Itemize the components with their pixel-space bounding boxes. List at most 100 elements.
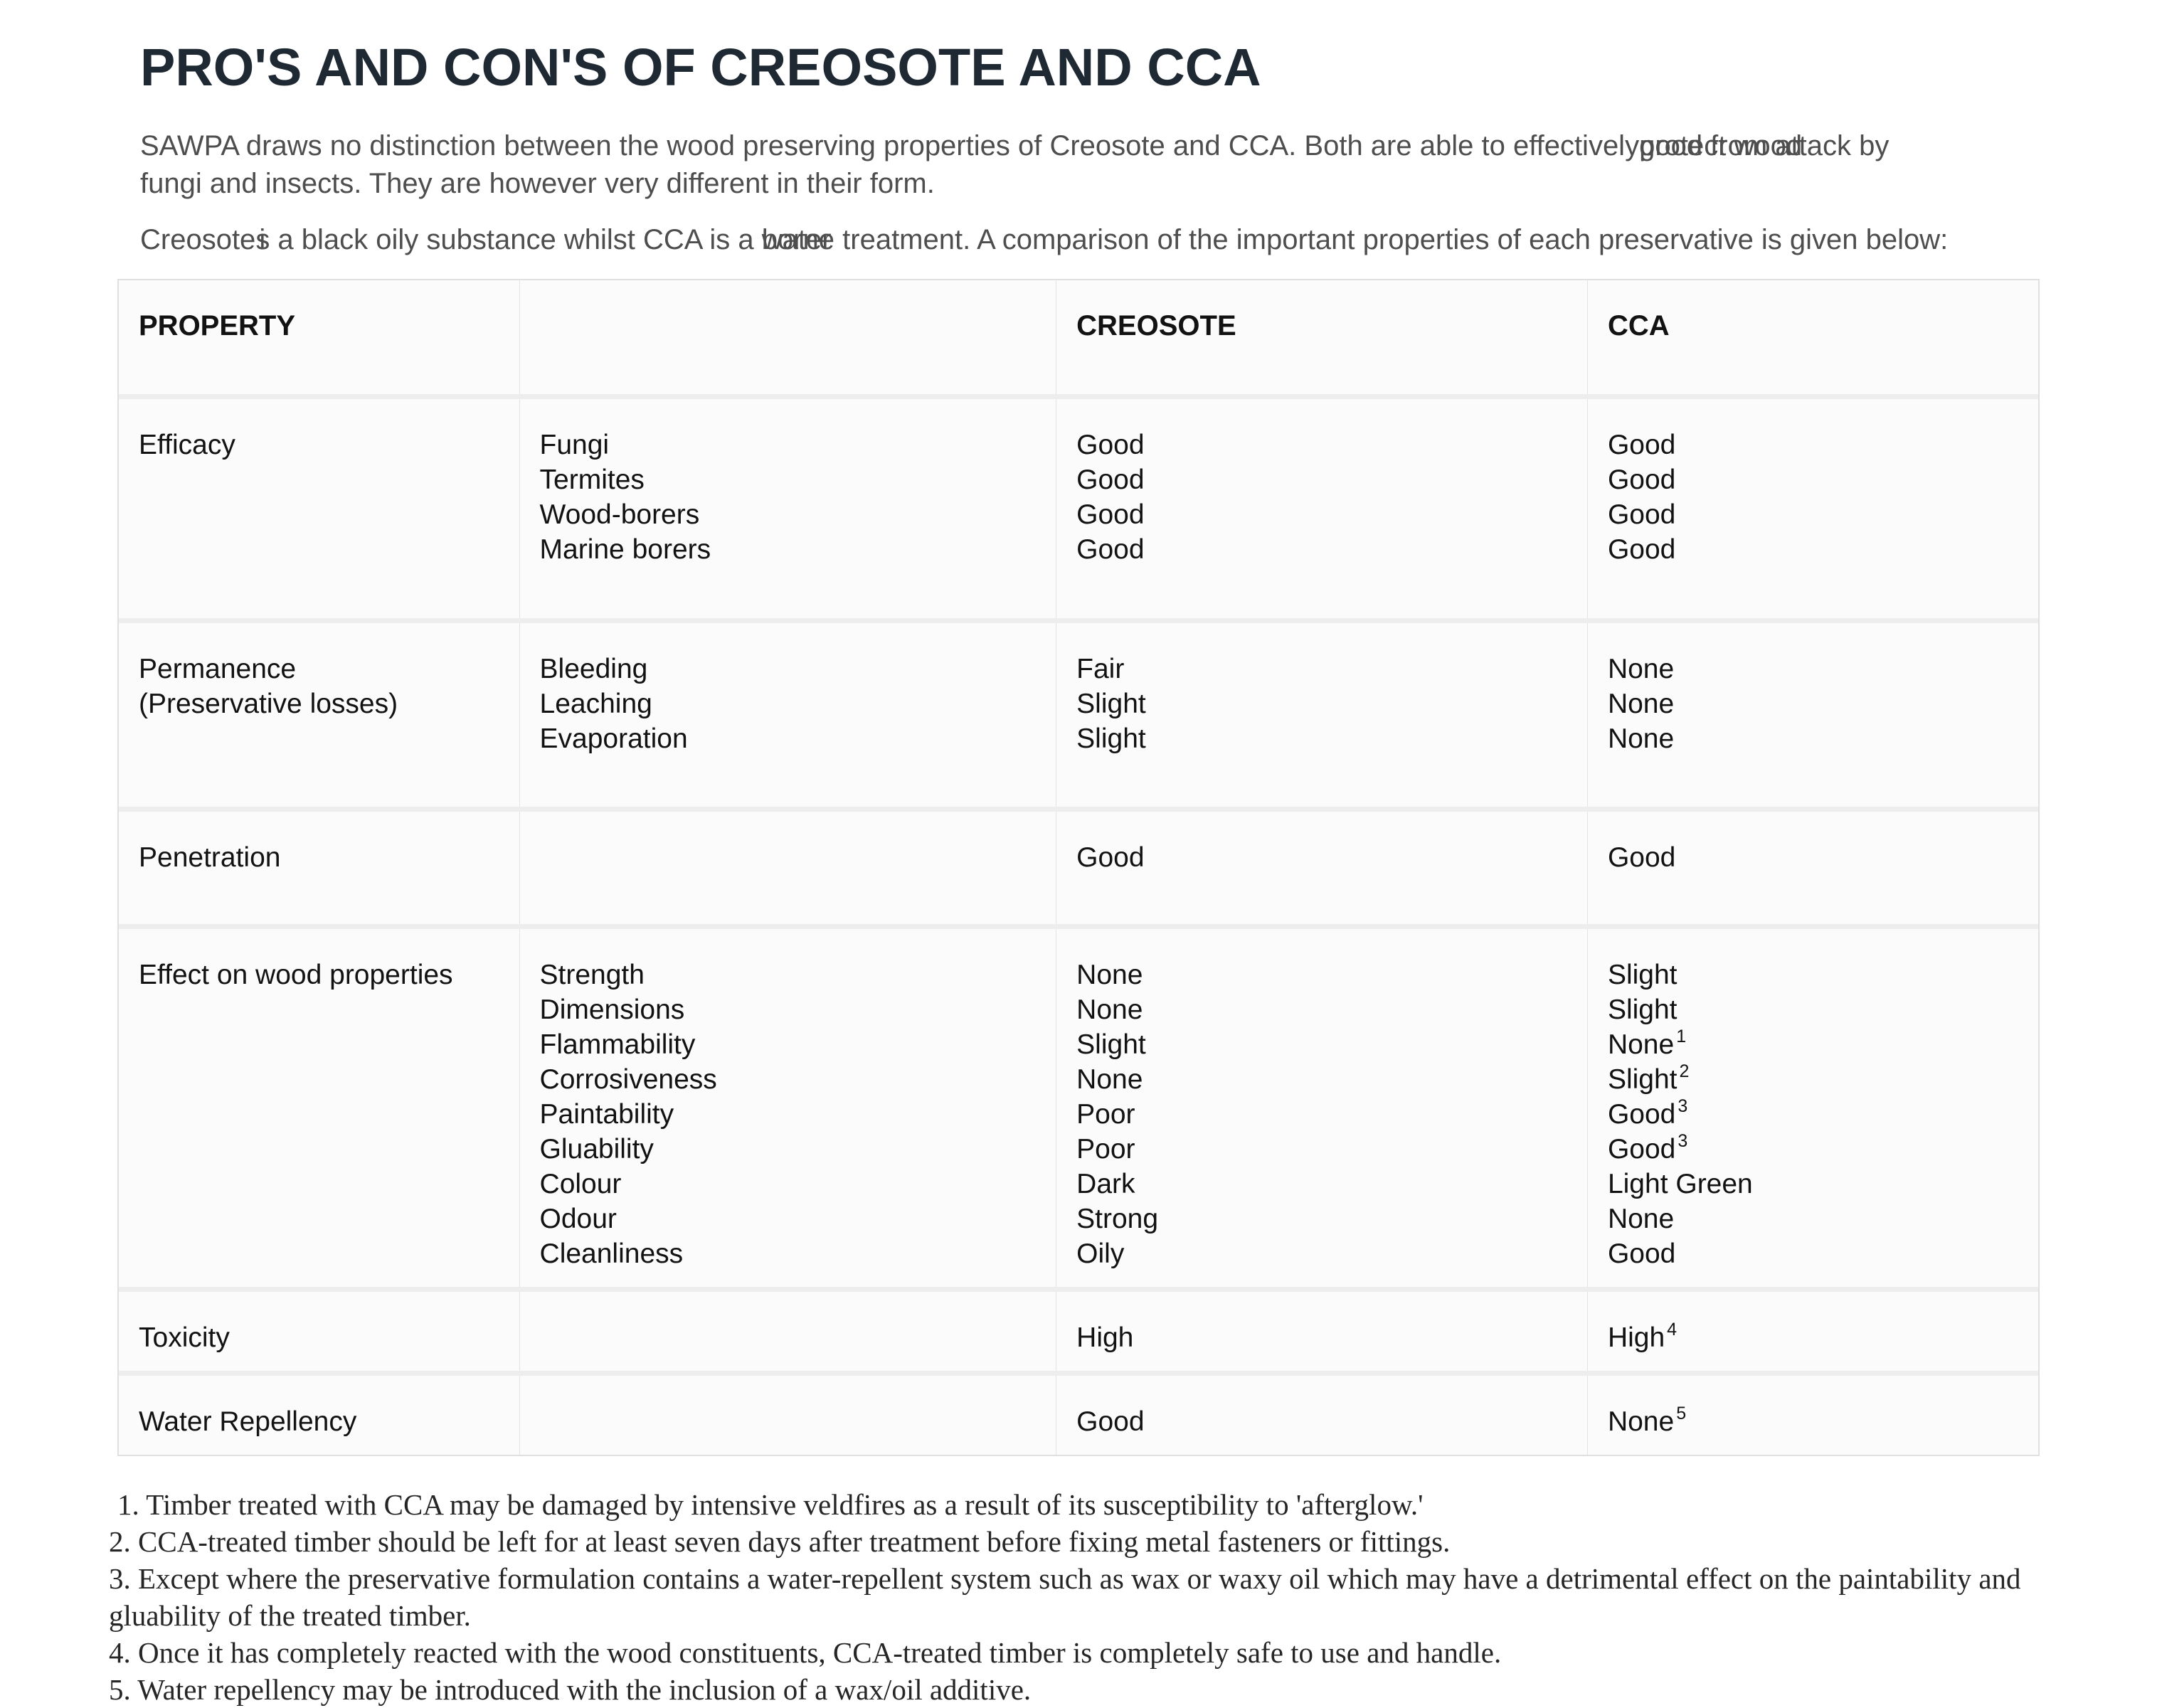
p1-text-after: attack by [1767, 130, 1890, 161]
table-row: Water Repellency Good None 5 [119, 1376, 2038, 1455]
footnote-reference: 3 [1678, 1096, 1688, 1116]
intro-paragraph-2: Creosotes i a black oily substance whilst… [140, 221, 2139, 259]
p2-overlap1-top-text: i [259, 224, 266, 255]
cca-value-cell: Good [1586, 812, 2038, 924]
cca-value-text: Slight [1607, 1064, 1678, 1095]
cca-value-text: Good [1607, 1134, 1676, 1165]
cca-value-text: Good [1607, 1238, 1676, 1269]
comparison-table: PROPERTY CREOSOTE CCA Efficacy Fungi Term… [117, 279, 2040, 1456]
p1-overlap-base-text: good from [1639, 130, 1768, 161]
cca-value-cell: None 5 [1586, 1376, 2038, 1455]
cca-value-line: None 5 [1608, 1404, 2021, 1439]
footnote-reference: 3 [1678, 1131, 1688, 1151]
creosote-value-cell: Good [1056, 1376, 1587, 1455]
cca-value-text: Good [1607, 465, 1676, 495]
creosote-value-cell: Good Good Good Good [1056, 399, 1587, 618]
p2-overlap2-base-text: borne [761, 224, 835, 255]
cca-value-text: None [1607, 723, 1675, 754]
p2-text-end: treatment. A comparison of the important… [834, 224, 1949, 255]
table-row: Permanence (Preservative losses) Bleeding… [119, 623, 2038, 807]
cca-value-text: Light Green [1607, 1169, 1753, 1199]
cca-value-line: Good [1608, 497, 2021, 532]
p2-text-mid: a black oily substance whilst CCA is a [270, 224, 762, 255]
header-creosote: CREOSOTE [1056, 280, 1587, 394]
cca-value-text: None [1607, 689, 1675, 719]
property-cell: Effect on wood properties [139, 960, 453, 990]
cca-value-line: Good [1608, 428, 2021, 462]
footnote-reference: 4 [1667, 1320, 1678, 1340]
cca-value-text: None [1607, 1406, 1675, 1437]
p1-overlap-artifact: good from protect wood [1639, 127, 1802, 165]
cca-value-cell: High 4 [1586, 1292, 2038, 1371]
footnote-1: 1. Timber treated with CCA may be damage… [117, 1488, 1424, 1521]
cca-value-line: None 1 [1608, 1027, 2021, 1062]
property-cell: Permanence (Preservative losses) [139, 654, 398, 719]
cca-value-text: Good [1607, 1099, 1676, 1130]
cca-value-line: Good 3 [1608, 1132, 2021, 1167]
creosote-value-cell: Good [1056, 812, 1587, 924]
property-cell: Efficacy [139, 430, 235, 460]
cca-value-cell: Slight Slight None 1 Slight 2 Good 3 Good 3 Light … [1586, 929, 2038, 1287]
p2-overlap1-base-text: s [255, 224, 270, 255]
cca-value-text: Good [1607, 534, 1676, 565]
cca-value-line: None [1608, 686, 2021, 721]
p2-overlap2-top-text: water [761, 224, 832, 255]
header-cca: CCA [1586, 280, 2038, 394]
cca-value-text: Slight [1607, 960, 1678, 990]
table-row: Efficacy Fungi Termites Wood-borers Marin… [119, 399, 2038, 618]
footnote-reference: 1 [1676, 1027, 1687, 1046]
cca-value-text: Good [1607, 499, 1676, 530]
cca-value-line: None [1608, 652, 2021, 686]
property-cell: Toxicity [139, 1322, 230, 1353]
sub-property-cell: Fungi Termites Wood-borers Marine borers [519, 399, 1056, 618]
sub-property-cell [519, 812, 1056, 924]
cca-value-cell: None None None [1586, 623, 2038, 807]
footnote-5: 5. Water repellency may be introduced wi… [109, 1673, 1032, 1706]
cca-value-line: Good [1608, 532, 2021, 567]
cca-value-line: Good [1608, 462, 2021, 497]
cca-value-line: High 4 [1608, 1320, 2021, 1355]
cca-value-text: None [1607, 654, 1675, 684]
property-cell: Water Repellency [139, 1406, 357, 1437]
footnote-3: 3. Except where the preservative formula… [109, 1562, 2021, 1632]
cca-value-line: Light Green [1608, 1167, 2021, 1202]
cca-value-text: Slight [1607, 994, 1678, 1025]
p1-overlap-top-text: protect wood [1639, 130, 1803, 161]
footnote-reference: 5 [1676, 1404, 1687, 1423]
cca-value-line: None [1608, 721, 2021, 756]
sub-property-cell: Strength Dimensions Flammability Corrosi… [519, 929, 1056, 1287]
cca-value-line: Good [1608, 1236, 2021, 1271]
sub-property-cell [519, 1292, 1056, 1371]
cca-value-text: Good [1607, 842, 1676, 873]
creosote-value-cell: High [1056, 1292, 1587, 1371]
sub-property-cell: Bleeding Leaching Evaporation [519, 623, 1056, 807]
table-row: Toxicity High High 4 [119, 1292, 2038, 1371]
cca-value-line: Slight [1608, 958, 2021, 992]
header-property: PROPERTY [139, 310, 296, 341]
cca-value-cell: Good Good Good Good [1586, 399, 2038, 618]
footnotes: 1. Timber treated with CCA may be damage… [109, 1486, 2087, 1708]
page-title: PRO'S AND CON'S OF CREOSOTE AND CCA [140, 38, 1261, 97]
cca-value-text: None [1607, 1204, 1675, 1234]
header-sub-property [519, 280, 1056, 394]
table-row: Effect on wood properties Strength Dimens… [119, 929, 2038, 1287]
footnote-4: 4. Once it has completely reacted with t… [109, 1636, 1502, 1669]
creosote-value-cell: Fair Slight Slight [1056, 623, 1587, 807]
intro-paragraph-1: SAWPA draws no distinction between the w… [140, 127, 2139, 203]
creosote-value-cell: None None Slight None Poor Poor Dark Str… [1056, 929, 1587, 1287]
table-row: Penetration Good Good [119, 812, 2038, 924]
table-header-row: PROPERTY CREOSOTE CCA [119, 280, 2038, 394]
footnote-reference: 2 [1679, 1061, 1690, 1081]
sub-property-cell [519, 1376, 1056, 1455]
cca-value-line: Slight [1608, 992, 2021, 1027]
cca-value-line: None [1608, 1202, 2021, 1236]
property-cell: Penetration [139, 842, 281, 873]
cca-value-line: Good 3 [1608, 1097, 2021, 1132]
cca-value-text: High [1607, 1322, 1665, 1353]
cca-value-line: Good [1608, 840, 2021, 875]
cca-value-text: None [1607, 1029, 1675, 1060]
cca-value-text: Good [1607, 430, 1676, 460]
p2-overlap-artifact-2: borne water [762, 221, 834, 259]
